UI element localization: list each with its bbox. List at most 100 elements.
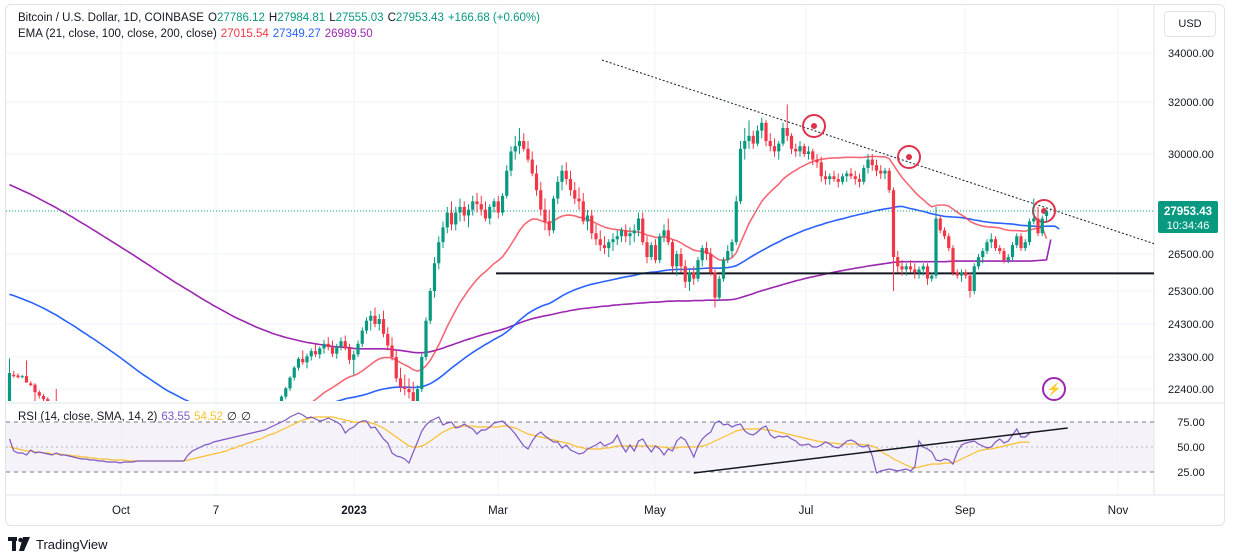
time-tick-label: 7: [213, 505, 219, 517]
time-tick-label: Jul: [799, 505, 814, 517]
candle-body: [768, 141, 772, 147]
candle-body: [313, 351, 318, 355]
ema-label[interactable]: EMA (21, close, 100, close, 200, close): [18, 28, 217, 40]
ema-legend[interactable]: EMA (21, close, 100, close, 200, close) …: [18, 28, 377, 40]
rsi-tick-label: 75.00: [1177, 417, 1205, 429]
candle-body: [343, 341, 347, 349]
candle-body: [934, 218, 938, 276]
candle-body: [874, 165, 879, 171]
bolt-icon[interactable]: ⚡: [1042, 377, 1066, 401]
price-tick-label: 30000.00: [1168, 149, 1214, 161]
bar-countdown: 10:34:46: [1167, 220, 1210, 232]
candle-body: [666, 230, 670, 243]
candle-body: [913, 269, 917, 273]
highlight-dot: [906, 154, 912, 160]
candle-body: [458, 206, 462, 213]
candle-body: [687, 272, 692, 282]
candle-body: [972, 266, 976, 291]
candle-body: [29, 383, 33, 386]
candle-body: [721, 260, 726, 279]
candle-body: [20, 376, 24, 378]
candle-body: [887, 170, 891, 191]
candle-body: [296, 358, 301, 368]
candle-body: [785, 128, 789, 136]
candle-body: [292, 367, 296, 378]
candle-body: [611, 239, 615, 243]
candle-body: [352, 354, 356, 360]
candle-body: [908, 266, 913, 270]
candle-body: [267, 414, 270, 418]
candle-body: [713, 272, 717, 298]
ema200-value: 26989.50: [324, 28, 373, 40]
rsi-line: [8, 412, 1030, 474]
ema21-line: [312, 155, 1048, 401]
candle-body: [551, 198, 556, 231]
candle-body: [998, 248, 1002, 252]
last-price-value: 27953.43: [1164, 206, 1212, 218]
candle-body: [836, 179, 840, 182]
candle-body: [377, 319, 381, 324]
highlight-circle: [1032, 199, 1056, 223]
candle-body: [900, 266, 904, 270]
candle-body: [806, 151, 811, 154]
candle-body: [624, 230, 628, 237]
candle-body: [1010, 245, 1015, 258]
rsi-axis[interactable]: 75.00 50.00 25.00: [1177, 417, 1205, 479]
candle-body: [602, 245, 607, 249]
high-value: 27984.81: [277, 12, 326, 24]
candle-body: [955, 272, 959, 276]
candle-body: [755, 130, 760, 144]
price-axis[interactable]: 34000.00 32000.00 30000.00 26500.00 25300.00…: [1168, 48, 1214, 396]
rsi-label[interactable]: RSI (14, close, SMA, 14, 2): [18, 411, 158, 423]
candle-body: [815, 159, 819, 163]
candle-body: [390, 345, 394, 357]
candle-body: [356, 343, 360, 355]
time-tick-label: Oct: [112, 505, 131, 517]
candle-body: [318, 348, 322, 355]
candle-body: [335, 346, 339, 354]
candle-body: [373, 315, 377, 324]
candle-body: [777, 143, 781, 152]
candle-body: [857, 179, 862, 182]
candle-body: [811, 151, 815, 160]
candle-body: [483, 209, 488, 219]
footer: TradingView: [8, 534, 108, 554]
rsi-legend[interactable]: RSI (14, close, SMA, 14, 2) 63.55 54.52 …: [18, 409, 255, 423]
candle-body: [526, 148, 530, 160]
candle-body: [828, 176, 832, 180]
candle-body: [866, 159, 870, 168]
chart-frame[interactable]: 34000.00 32000.00 30000.00 26500.00 25300.00…: [5, 4, 1225, 526]
candle-body: [717, 278, 721, 298]
candle-body: [628, 233, 632, 237]
candle-body: [347, 348, 352, 360]
candle-body: [560, 170, 564, 182]
currency-button[interactable]: USD: [1164, 11, 1216, 37]
candle-body: [904, 266, 908, 270]
chart-svg[interactable]: 34000.00 32000.00 30000.00 26500.00 25300.00…: [6, 5, 1224, 525]
candle-body: [662, 230, 666, 237]
candle-body: [424, 320, 428, 357]
candle-body: [492, 201, 496, 207]
candle-body: [734, 201, 738, 243]
time-tick-label: Nov: [1108, 505, 1129, 517]
candle-body: [726, 251, 730, 261]
price-tick-label: 22400.00: [1168, 384, 1214, 396]
candle-body: [24, 376, 29, 383]
symbol-legend[interactable]: Bitcoin / U.S. Dollar, 1D, COINBASE O277…: [18, 12, 544, 24]
candle-body: [33, 384, 37, 393]
candle-body: [976, 257, 981, 267]
candle-body: [496, 201, 500, 213]
candle-body: [445, 212, 449, 228]
candle-body: [500, 195, 505, 213]
time-axis[interactable]: Oct 7 2023 Mar May Jul Sep Nov: [112, 505, 1128, 517]
candle-body: [993, 239, 998, 249]
symbol-title[interactable]: Bitcoin / U.S. Dollar, 1D, COINBASE: [18, 12, 204, 24]
candle-body: [675, 254, 679, 267]
candle-body: [437, 242, 441, 264]
candle-body: [679, 254, 683, 267]
last-price-badge: 27953.43 10:34:46: [1158, 201, 1218, 233]
rsi-empty-2: ∅: [240, 411, 251, 423]
candle-body: [700, 248, 704, 261]
candle-body: [704, 248, 709, 254]
candle-body: [16, 375, 20, 378]
